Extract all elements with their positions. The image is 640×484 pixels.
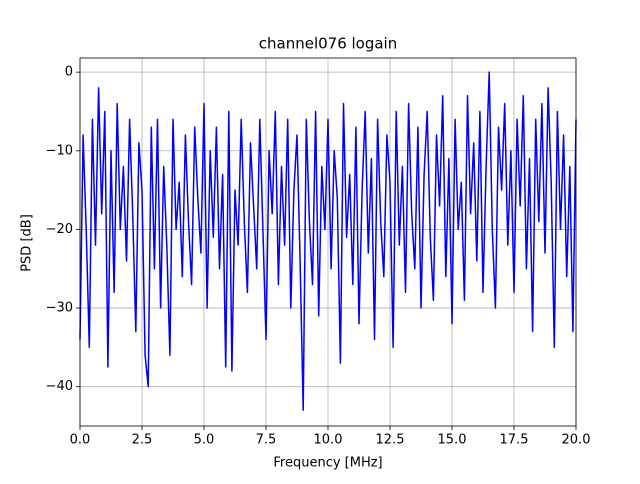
x-tick-label: 0.0	[70, 433, 91, 448]
x-tick-label: 2.5	[132, 433, 153, 448]
x-tick-label: 20.0	[562, 433, 591, 448]
x-tick-label: 10.0	[314, 433, 343, 448]
x-axis-label: Frequency [MHz]	[273, 456, 382, 471]
x-tick-label: 7.5	[256, 433, 277, 448]
y-tick-label: 0	[65, 65, 73, 80]
y-tick-label: −40	[46, 379, 73, 394]
y-tick-label: −30	[46, 301, 73, 316]
chart-title: channel076 logain	[259, 35, 398, 53]
x-tick-label: 12.5	[376, 433, 405, 448]
psd-line	[79, 71, 577, 412]
y-axis-label: PSD [dB]	[20, 214, 35, 272]
x-tick-label: 5.0	[194, 433, 215, 448]
x-tick-label: 15.0	[438, 433, 467, 448]
y-tick-label: −10	[46, 143, 73, 158]
y-tick-label: −20	[46, 222, 73, 237]
x-tick-label: 17.5	[500, 433, 529, 448]
plot-frame	[79, 57, 577, 427]
